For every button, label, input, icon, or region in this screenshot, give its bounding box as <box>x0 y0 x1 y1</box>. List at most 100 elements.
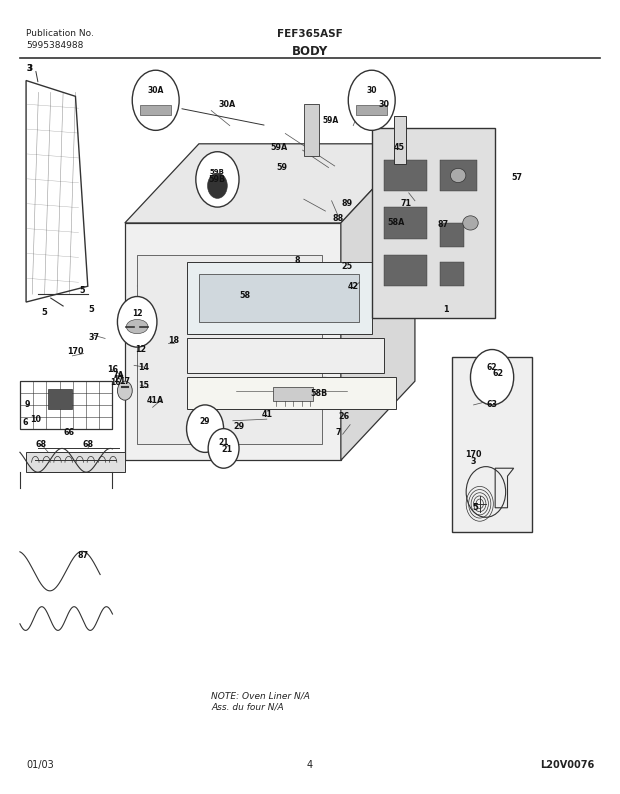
Polygon shape <box>125 144 415 223</box>
Text: 30: 30 <box>366 87 377 95</box>
Polygon shape <box>187 337 384 373</box>
Text: 9: 9 <box>25 400 30 410</box>
Text: BODY: BODY <box>292 45 328 58</box>
FancyBboxPatch shape <box>384 255 427 286</box>
Text: 1: 1 <box>443 306 448 314</box>
FancyBboxPatch shape <box>356 105 387 114</box>
Text: 5: 5 <box>472 503 479 512</box>
Text: 57: 57 <box>512 172 522 182</box>
Circle shape <box>196 152 239 207</box>
Circle shape <box>208 429 239 468</box>
Text: 29: 29 <box>234 422 244 431</box>
Text: 58A: 58A <box>388 218 405 227</box>
Text: 59: 59 <box>277 163 288 172</box>
Text: 41: 41 <box>261 410 272 419</box>
Text: 62: 62 <box>493 368 504 378</box>
Text: 7: 7 <box>335 428 340 437</box>
FancyBboxPatch shape <box>304 104 319 156</box>
Text: 6: 6 <box>22 418 28 427</box>
Circle shape <box>208 173 228 198</box>
Text: 18: 18 <box>169 336 180 345</box>
Text: 59B: 59B <box>210 168 225 175</box>
FancyBboxPatch shape <box>384 207 427 239</box>
Text: Ass. du four N/A: Ass. du four N/A <box>211 703 284 711</box>
Text: 5995384988: 5995384988 <box>26 41 84 50</box>
Text: 15: 15 <box>138 380 149 390</box>
Text: 45: 45 <box>394 143 405 152</box>
Text: 7A: 7A <box>113 371 125 380</box>
FancyBboxPatch shape <box>394 116 406 164</box>
Circle shape <box>348 70 395 130</box>
Ellipse shape <box>126 319 148 333</box>
Text: 3: 3 <box>27 64 32 73</box>
Polygon shape <box>125 223 341 461</box>
Text: 41A: 41A <box>147 395 164 405</box>
Text: 5: 5 <box>88 306 94 314</box>
Text: 17: 17 <box>119 376 130 386</box>
Text: 58: 58 <box>239 291 250 300</box>
Text: 30: 30 <box>379 100 389 109</box>
Ellipse shape <box>450 168 466 183</box>
Text: 12: 12 <box>132 310 143 318</box>
Polygon shape <box>187 377 396 409</box>
FancyBboxPatch shape <box>273 387 313 401</box>
Text: Publication No.: Publication No. <box>26 29 94 38</box>
Text: 58B: 58B <box>311 388 328 398</box>
Text: NOTE: Oven Liner N/A: NOTE: Oven Liner N/A <box>211 692 310 700</box>
Text: 30A: 30A <box>148 87 164 95</box>
Text: 170: 170 <box>466 450 482 459</box>
Text: 170: 170 <box>67 347 84 356</box>
Text: 3: 3 <box>471 457 476 466</box>
Ellipse shape <box>463 216 478 230</box>
FancyBboxPatch shape <box>48 389 73 409</box>
Polygon shape <box>137 255 322 445</box>
Text: 71: 71 <box>400 198 411 208</box>
FancyBboxPatch shape <box>440 160 477 191</box>
Circle shape <box>132 70 179 130</box>
Text: 5: 5 <box>42 308 48 317</box>
Text: 17: 17 <box>113 375 124 384</box>
Text: 3: 3 <box>26 64 32 73</box>
Circle shape <box>117 296 157 347</box>
FancyBboxPatch shape <box>440 263 464 286</box>
Text: 5: 5 <box>79 286 84 295</box>
Text: 16: 16 <box>110 378 121 387</box>
Text: 25: 25 <box>342 262 353 271</box>
Text: 21: 21 <box>221 445 232 453</box>
Text: 59A: 59A <box>322 116 339 125</box>
Text: 14: 14 <box>138 363 149 372</box>
Text: ReplacementParts.com: ReplacementParts.com <box>237 375 383 387</box>
Text: 68: 68 <box>82 440 94 449</box>
Text: 01/03: 01/03 <box>26 761 54 770</box>
Text: 87: 87 <box>78 551 89 560</box>
FancyBboxPatch shape <box>440 223 464 247</box>
Circle shape <box>117 381 132 400</box>
Text: 21: 21 <box>218 438 229 447</box>
Text: 62: 62 <box>487 363 497 372</box>
Text: 37: 37 <box>89 333 99 342</box>
Text: 87: 87 <box>437 220 448 229</box>
Text: 66: 66 <box>64 428 75 437</box>
Text: 29: 29 <box>200 417 210 426</box>
Text: L20V0076: L20V0076 <box>539 761 594 770</box>
Circle shape <box>187 405 224 453</box>
Text: 88: 88 <box>332 214 343 223</box>
Polygon shape <box>187 263 372 333</box>
Text: 12: 12 <box>135 345 146 354</box>
Text: 16: 16 <box>107 364 118 374</box>
Polygon shape <box>341 144 415 461</box>
Polygon shape <box>452 357 532 531</box>
Text: 8: 8 <box>295 256 301 265</box>
Text: 26: 26 <box>339 412 350 422</box>
Text: 10: 10 <box>30 414 41 424</box>
Text: 42: 42 <box>348 282 359 291</box>
Text: 4: 4 <box>307 761 313 770</box>
Text: 30A: 30A <box>218 100 236 109</box>
Polygon shape <box>26 453 125 472</box>
Text: 59A: 59A <box>270 143 288 152</box>
FancyBboxPatch shape <box>140 105 171 114</box>
Circle shape <box>471 349 514 405</box>
Polygon shape <box>372 128 495 318</box>
Text: 59B: 59B <box>209 175 226 184</box>
Text: 63: 63 <box>487 400 498 410</box>
